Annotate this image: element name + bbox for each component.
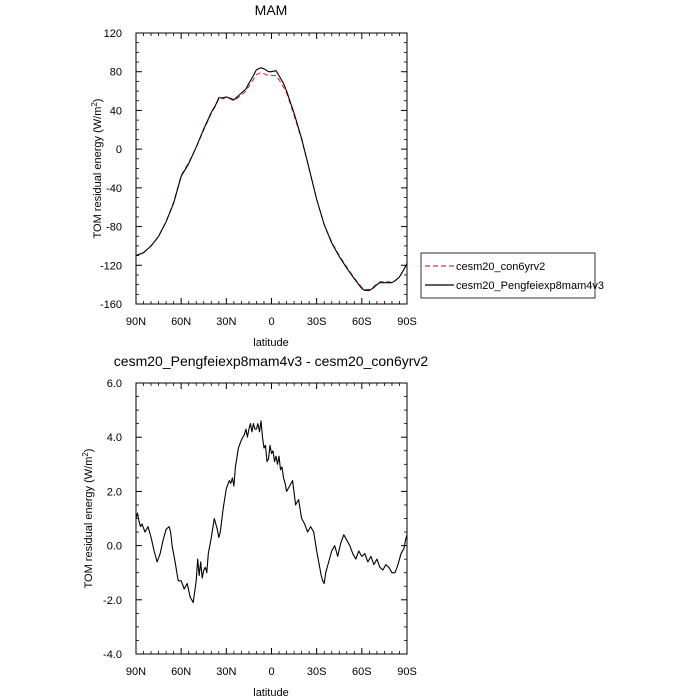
top-y-axis-label-unit-close: ) bbox=[92, 99, 104, 103]
top-y-axis-label-unit: W/m bbox=[92, 107, 104, 130]
top-xtick-label: 30N bbox=[216, 316, 236, 328]
bottom-xtick-label: 90S bbox=[397, 666, 417, 678]
bottom-y-axis-label-unit: W/m bbox=[83, 457, 95, 480]
top-xtick-label: 60S bbox=[352, 316, 372, 328]
top-series bbox=[135, 67, 408, 291]
top-y-axis-label: TOM residual energy (W/m2) bbox=[90, 99, 104, 239]
legend-label-cesm20-con6yrv2: cesm20_con6yrv2 bbox=[456, 261, 545, 273]
bottom-ytick-label: -4.0 bbox=[103, 649, 122, 661]
bottom-ytick-label: -2.0 bbox=[103, 595, 122, 607]
bottom-y-axis-label-unit-superscript: 2 bbox=[81, 452, 90, 457]
top-xtick-label: 90S bbox=[397, 316, 417, 328]
top-ytick-label: 40 bbox=[110, 105, 122, 117]
legend: cesm20_con6yrv2 cesm20_Pengfeiexp8mam4v3 bbox=[420, 252, 604, 299]
top-xtick-label: 30S bbox=[307, 316, 327, 328]
bottom-ticks: 6.0 4.0 2.0 0.0 -2.0 -4.0 90N 60N 30N 0 30S 60S 90S bbox=[103, 378, 417, 678]
top-y-axis-label-text: TOM residual energy bbox=[92, 135, 104, 238]
top-xtick-label: 60N bbox=[171, 316, 191, 328]
bottom-ytick-label: 6.0 bbox=[107, 378, 122, 390]
top-xtick-label: 0 bbox=[268, 316, 274, 328]
legend-label-cesm20-pengfeiexp8mam4v3: cesm20_Pengfeiexp8mam4v3 bbox=[456, 280, 604, 292]
bottom-series-cesm20-pengfeiexp8mam4v3-cesm20-con6yrv2 bbox=[135, 420, 408, 604]
bottom-ytick-label: 2.0 bbox=[107, 486, 122, 498]
top-y-axis-label-unit-superscript: 2 bbox=[90, 102, 99, 107]
top-ytick-label: -40 bbox=[106, 183, 122, 195]
top-ticks: 120 80 40 0 -40 -80 -120 -160 90N 60N 30N 0 30S 60S 90… bbox=[100, 28, 417, 328]
bottom-ytick-label: 4.0 bbox=[107, 432, 122, 444]
bottom-panel: cesm20_Pengfeiexp8mam4v3 - cesm20_con6yr… bbox=[81, 353, 428, 699]
legend-box bbox=[420, 252, 596, 299]
bottom-y-axis-label-unit-open: ( bbox=[83, 479, 95, 486]
bottom-plot-frame bbox=[135, 382, 408, 655]
top-x-axis-label: latitude bbox=[253, 337, 288, 349]
bottom-ytick-label: 0.0 bbox=[107, 541, 122, 553]
top-xtick-label: 90N bbox=[126, 316, 146, 328]
bottom-xtick-label: 60N bbox=[171, 666, 191, 678]
top-ytick-label: -120 bbox=[100, 260, 122, 272]
top-plot-frame bbox=[135, 32, 408, 305]
bottom-x-axis-label: latitude bbox=[253, 687, 288, 699]
bottom-series bbox=[135, 420, 408, 604]
top-series-cesm20-con6yrv2 bbox=[135, 72, 408, 291]
bottom-xtick-label: 60S bbox=[352, 666, 372, 678]
bottom-xtick-label: 30N bbox=[216, 666, 236, 678]
bottom-y-axis-label-unit-close: ) bbox=[83, 449, 95, 453]
top-ytick-label: 120 bbox=[104, 28, 122, 40]
top-y-axis-label-unit-open: ( bbox=[92, 129, 104, 136]
bottom-xtick-label: 90N bbox=[126, 666, 146, 678]
top-chart-title: MAM bbox=[255, 2, 288, 18]
bottom-xtick-label: 30S bbox=[307, 666, 327, 678]
bottom-y-axis-label: TOM residual energy (W/m2) bbox=[81, 449, 95, 589]
top-series-cesm20-pengfeiexp8mam4v3 bbox=[135, 67, 408, 291]
bottom-xtick-label: 0 bbox=[268, 666, 274, 678]
bottom-y-axis-label-text: TOM residual energy bbox=[83, 485, 95, 588]
bottom-chart-title: cesm20_Pengfeiexp8mam4v3 - cesm20_con6yr… bbox=[114, 353, 429, 369]
top-ytick-label: 80 bbox=[110, 67, 122, 79]
top-ytick-label: -80 bbox=[106, 222, 122, 234]
top-panel: MAM 120 80 40 0 -40 -80 -120 -160 90N 60N 30N 0 30S 6… bbox=[90, 2, 417, 349]
top-ytick-label: -160 bbox=[100, 299, 122, 311]
top-ytick-label: 0 bbox=[116, 144, 122, 156]
